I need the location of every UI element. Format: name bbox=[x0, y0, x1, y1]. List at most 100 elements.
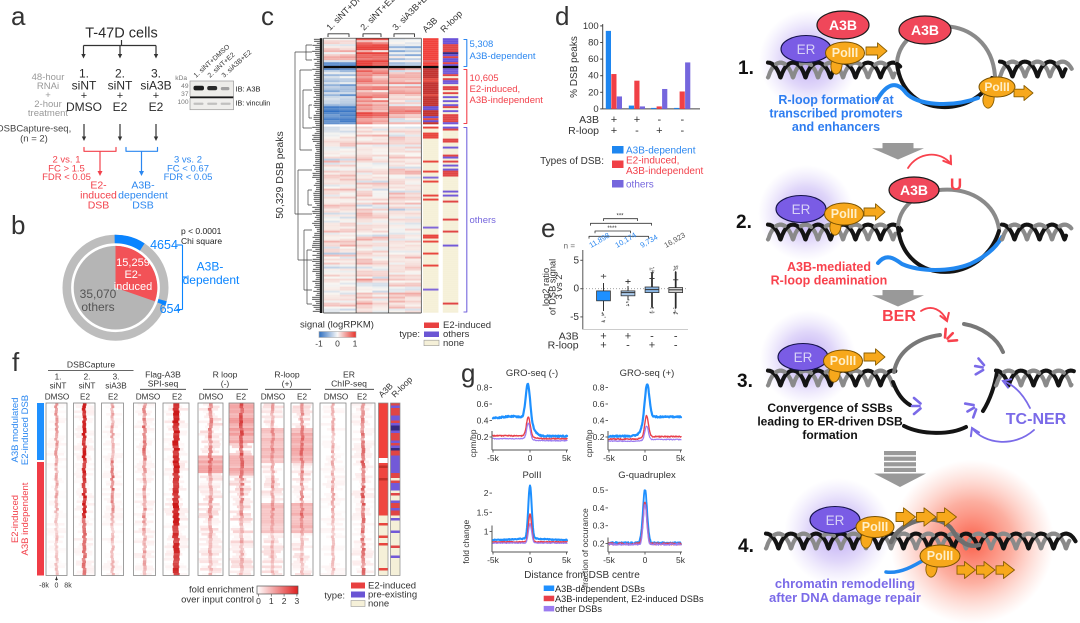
svg-text:g: g bbox=[461, 358, 475, 388]
svg-text:none: none bbox=[443, 338, 464, 349]
svg-text:chromatin remodelling: chromatin remodelling bbox=[775, 576, 915, 591]
svg-text:E2-induced: E2-induced bbox=[443, 320, 491, 331]
svg-text:R-loop: R-loop bbox=[438, 9, 464, 35]
svg-text:formation: formation bbox=[802, 428, 857, 442]
svg-text:3.: 3. bbox=[737, 371, 753, 392]
svg-text:RNAi: RNAi bbox=[37, 81, 59, 92]
svg-text:treatment: treatment bbox=[28, 108, 68, 119]
svg-text:FDR < 0.05: FDR < 0.05 bbox=[42, 172, 91, 183]
svg-text:+: + bbox=[649, 340, 655, 352]
svg-text:induced: induced bbox=[80, 190, 117, 202]
svg-text:PolII: PolII bbox=[831, 207, 857, 221]
svg-text:TC-NER: TC-NER bbox=[1006, 411, 1067, 428]
svg-text:0: 0 bbox=[593, 104, 598, 115]
svg-text:-: - bbox=[674, 331, 678, 343]
svg-text:of DSB signal: of DSB signal bbox=[548, 259, 558, 315]
svg-text:DSB: DSB bbox=[88, 200, 110, 212]
svg-text:0.6: 0.6 bbox=[477, 399, 489, 409]
svg-text:+: + bbox=[625, 331, 631, 343]
svg-text:dependent: dependent bbox=[183, 273, 240, 287]
svg-text:A3B: A3B bbox=[900, 182, 928, 198]
svg-text:+: + bbox=[611, 114, 617, 126]
svg-text:1: 1 bbox=[269, 596, 274, 606]
svg-text:DMSO: DMSO bbox=[261, 393, 286, 402]
svg-text:siNT: siNT bbox=[79, 382, 96, 391]
svg-text:others: others bbox=[81, 300, 114, 314]
svg-text:+: + bbox=[81, 90, 87, 102]
svg-text:A3B-independent, E2-induced DS: A3B-independent, E2-induced DSBs bbox=[555, 594, 704, 604]
svg-text:0: 0 bbox=[643, 555, 648, 565]
svg-text:2.: 2. bbox=[115, 67, 125, 81]
svg-text:c: c bbox=[261, 1, 274, 31]
svg-text:Chi square: Chi square bbox=[181, 236, 222, 246]
svg-text:% DSB peaks: % DSB peaks bbox=[569, 36, 580, 98]
svg-text:5k: 5k bbox=[562, 555, 572, 565]
svg-text:40: 40 bbox=[588, 71, 599, 82]
svg-text:siNT: siNT bbox=[50, 382, 67, 391]
svg-text:R-loop: R-loop bbox=[568, 125, 599, 137]
svg-text:E2-induced: E2-induced bbox=[10, 495, 21, 543]
svg-text:(-): (-) bbox=[221, 379, 230, 389]
svg-text:(n = 2): (n = 2) bbox=[20, 134, 48, 145]
svg-text:48-hour: 48-hour bbox=[32, 72, 65, 83]
svg-text:a: a bbox=[11, 1, 26, 31]
svg-text:A3B-dependent: A3B-dependent bbox=[470, 51, 536, 62]
svg-text:15,259: 15,259 bbox=[116, 257, 150, 269]
svg-text:E2-induced DSB: E2-induced DSB bbox=[20, 395, 31, 465]
svg-text:1.5: 1.5 bbox=[477, 507, 489, 517]
svg-text:0.5: 0.5 bbox=[593, 485, 605, 495]
svg-text:PolII: PolII bbox=[832, 46, 858, 60]
svg-text:fraction of occurance: fraction of occurance bbox=[580, 508, 590, 587]
svg-text:11,898: 11,898 bbox=[588, 231, 612, 250]
svg-text:3.: 3. bbox=[113, 373, 120, 382]
svg-text:0.4: 0.4 bbox=[593, 416, 605, 426]
svg-text:-8k: -8k bbox=[39, 583, 49, 590]
svg-text:p < 0.0001: p < 0.0001 bbox=[181, 226, 222, 236]
svg-text:IB: A3B: IB: A3B bbox=[236, 85, 261, 94]
svg-text:0: 0 bbox=[573, 284, 579, 295]
svg-text:0.6: 0.6 bbox=[593, 399, 605, 409]
svg-text:****: **** bbox=[607, 226, 617, 232]
svg-text:signal (logRPKM): signal (logRPKM) bbox=[300, 320, 374, 331]
svg-text:DSBCapture: DSBCapture bbox=[67, 360, 115, 370]
svg-text:f: f bbox=[12, 347, 20, 377]
svg-text:fold change: fold change bbox=[461, 520, 471, 564]
svg-text:-5k: -5k bbox=[603, 453, 616, 463]
svg-text:ER: ER bbox=[797, 42, 816, 57]
svg-text:+: + bbox=[45, 90, 51, 101]
svg-text:Types of DSB:: Types of DSB: bbox=[540, 156, 604, 167]
svg-text:1: 1 bbox=[353, 339, 358, 349]
svg-text:***: *** bbox=[616, 214, 624, 220]
svg-text:4654: 4654 bbox=[150, 238, 178, 252]
svg-text:+: + bbox=[153, 90, 159, 102]
svg-text:1.: 1. bbox=[55, 373, 62, 382]
svg-text:35,070: 35,070 bbox=[80, 287, 117, 301]
svg-text:3.: 3. bbox=[151, 67, 161, 81]
svg-text:siA3B: siA3B bbox=[105, 382, 127, 391]
svg-text:cpm/bp: cpm/bp bbox=[584, 429, 594, 457]
svg-text:2.: 2. bbox=[84, 373, 91, 382]
svg-text:Convergence of SSBs: Convergence of SSBs bbox=[767, 401, 893, 415]
svg-text:3 vs. 2: 3 vs. 2 bbox=[174, 155, 202, 166]
svg-text:GRO-seq (+): GRO-seq (+) bbox=[620, 368, 675, 379]
svg-text:IB: vinculin: IB: vinculin bbox=[236, 99, 271, 108]
svg-text:-: - bbox=[635, 125, 639, 137]
svg-text:8k: 8k bbox=[64, 583, 72, 590]
svg-text:Distance from DSB centre: Distance from DSB centre bbox=[524, 570, 640, 581]
svg-text:A3B: A3B bbox=[559, 331, 579, 343]
svg-text:siA3B: siA3B bbox=[140, 79, 171, 93]
svg-text:5: 5 bbox=[573, 255, 579, 266]
svg-text:U: U bbox=[950, 175, 962, 194]
svg-text:cpm/bp: cpm/bp bbox=[468, 429, 478, 457]
svg-text:E2: E2 bbox=[80, 393, 90, 402]
svg-text:-5: -5 bbox=[570, 312, 579, 323]
svg-text:-1: -1 bbox=[315, 339, 323, 349]
svg-text:-5k: -5k bbox=[487, 453, 500, 463]
svg-text:others: others bbox=[470, 215, 497, 226]
svg-text:DMSO: DMSO bbox=[45, 393, 70, 402]
svg-text:-: - bbox=[674, 340, 678, 352]
svg-text:PolII: PolII bbox=[927, 549, 953, 563]
svg-text:log2 ratio: log2 ratio bbox=[541, 268, 551, 306]
svg-text:E2: E2 bbox=[108, 393, 118, 402]
svg-text:50,329 DSB peaks: 50,329 DSB peaks bbox=[274, 131, 286, 219]
